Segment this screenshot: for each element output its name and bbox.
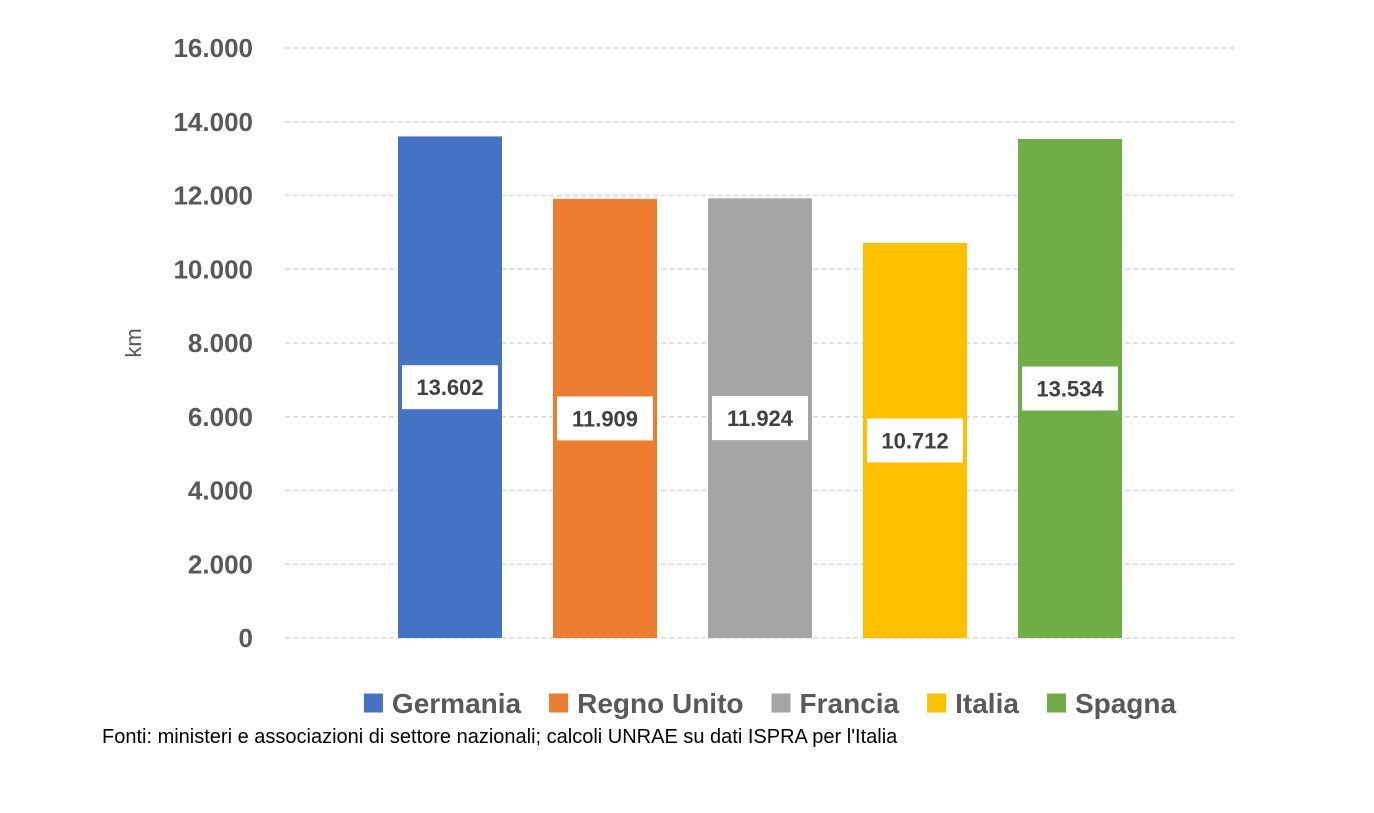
y-axis-ticks: 0 2.000 4.000 6.000 8.000 10.000 12.000 14.000 1… xyxy=(173,33,253,653)
data-label: 13.534 xyxy=(1036,376,1104,401)
legend-swatch xyxy=(927,693,947,713)
y-tick-label: 14.000 xyxy=(173,107,253,137)
data-label-box xyxy=(712,396,808,441)
y-tick-label: 10.000 xyxy=(173,254,253,284)
y-tick-label: 6.000 xyxy=(188,402,253,432)
data-label: 13.602 xyxy=(416,375,483,400)
legend-label: Francia xyxy=(800,688,900,719)
legend-swatch xyxy=(363,693,383,713)
y-tick-label: 0 xyxy=(239,623,253,653)
source-note: Fonti: ministeri e associazioni di setto… xyxy=(102,726,898,748)
legend-label: Spagna xyxy=(1075,688,1177,719)
data-label-box xyxy=(557,396,653,441)
bars xyxy=(398,136,1122,639)
y-tick-label: 16.000 xyxy=(173,33,253,63)
legend-swatch xyxy=(549,693,569,713)
legend-label: Italia xyxy=(955,688,1019,719)
data-label: 11.909 xyxy=(572,406,638,431)
y-tick-label: 8.000 xyxy=(188,328,253,358)
data-label-box xyxy=(402,365,498,410)
legend: Germania Regno Unito Francia Italia Spagna xyxy=(363,688,1177,719)
data-label-box xyxy=(1022,366,1118,411)
data-label: 11.924 xyxy=(727,406,794,431)
data-label-box xyxy=(867,418,963,463)
legend-swatch xyxy=(771,693,791,713)
y-tick-label: 2.000 xyxy=(188,549,253,579)
data-label: 10.712 xyxy=(881,428,948,453)
y-tick-label: 12.000 xyxy=(173,181,253,211)
y-axis-title: km xyxy=(121,328,146,357)
legend-swatch xyxy=(1046,693,1066,713)
data-labels: 13.602 11.909 11.924 10.712 13.534 xyxy=(402,365,1118,463)
legend-label: Regno Unito xyxy=(577,688,743,719)
y-tick-label: 4.000 xyxy=(188,476,253,506)
legend-label: Germania xyxy=(392,688,522,719)
